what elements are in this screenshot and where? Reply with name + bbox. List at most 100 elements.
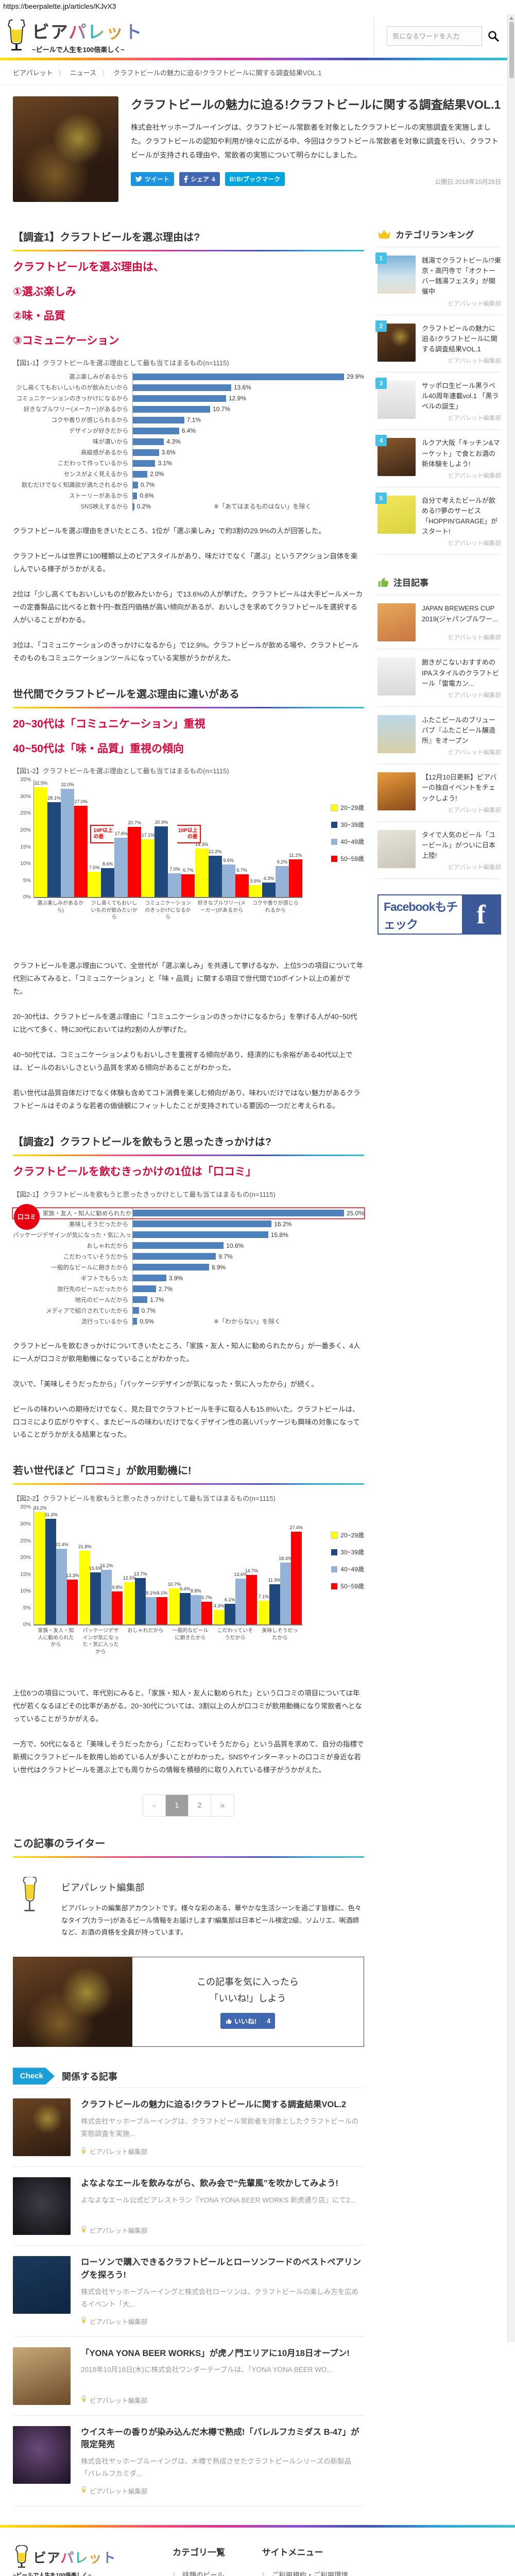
pager-prev[interactable]: « — [143, 1795, 166, 1817]
chart-bar: 16.2% — [100, 1563, 113, 1625]
legend-label: 40~49歳 — [340, 838, 364, 846]
scrollbar-up-arrow[interactable] — [509, 16, 513, 20]
related-article-title[interactable]: クラフトビールの魅力に迫る!クラフトビールに関する調査結果VOL.2 — [81, 2100, 347, 2110]
chart-bar — [133, 1264, 209, 1271]
featured-item[interactable]: ふたこビールのブリューパブ『ふたこビール醸造所』をオープン ビアパレット編集部 — [377, 707, 501, 765]
related-article-item[interactable]: よなよなエールを飲みながら、飲み会で“先輩風”を吹かしてみよう! よなよなエール公… — [13, 2167, 364, 2246]
y-axis-tick: 20% — [20, 827, 31, 834]
chart-fig2-1: 家族・友人・知人に勧められたから 25.0% 口コミ 美味しそうだったから 16.2% パ… — [13, 1204, 364, 1327]
pager-next[interactable]: » — [211, 1795, 234, 1817]
chart-bar-row: コクや香りが感じられるから 7.1% — [13, 415, 364, 426]
chart-bar-value: 33.2% — [33, 1505, 47, 1511]
breadcrumb-item[interactable]: ニュース — [70, 69, 97, 77]
sidebar-item-body: 銭湯でクラフトビール!?東京・高円寺で「オクトーバー銭湯フェスタ」が開催中 ビアパ… — [422, 256, 501, 308]
chart-bar-fill — [221, 865, 235, 897]
chart-plot-area: 0% 5% 10% 15% 20% 25% 30% 35% 33.2% 31.3% 22.4% 13.… — [20, 1504, 303, 1628]
chart-bar-track: 10.7% — [132, 404, 364, 415]
scrollbar-thumb[interactable] — [509, 22, 514, 78]
ranking-item[interactable]: 5 自分で考えたビールが飲める!?夢のサービス「HOPPIN'GARAGE」がスタ… — [375, 487, 501, 555]
chart-bar-value: 13.7% — [133, 1571, 147, 1577]
sidebar-item-thumbnail — [377, 829, 416, 868]
chart-bar: 8.1% — [157, 1590, 168, 1625]
legend-item: 40~49歳 — [331, 1565, 364, 1573]
featured-item[interactable]: タイで人気のビール「ユービール」がついに日本上陸! ビアパレット編集部 — [377, 822, 501, 879]
sidebar-item-title[interactable]: 飽きがこないおすすめのIPAスタイルのクラフトビール「雷電カン... — [422, 658, 499, 687]
pager-page-1[interactable]: 1 — [166, 1795, 188, 1817]
chart-bar-group: 7.1% 11.9% 18.4% 27.4% — [258, 1525, 303, 1625]
chart-bar-fill — [246, 1574, 257, 1625]
related-article-title[interactable]: 「YONA YONA BEER WORKS」が虎ノ門エリアに10月18日オープン… — [81, 2348, 350, 2358]
chart-bar-value: 9.2% — [277, 859, 288, 865]
facebook-like-button[interactable]: いいね! 4 — [220, 2013, 276, 2029]
related-article-thumbnail — [13, 2177, 71, 2235]
rank-badge: 3 — [375, 377, 387, 389]
chart-bar-value: 27.4% — [289, 1525, 303, 1531]
chart-bar-group: 17.1% 20.9% 7.0% 6.7% — [141, 820, 195, 897]
related-article-title[interactable]: よなよなエールを飲みながら、飲み会で“先輩風”を吹かしてみよう! — [81, 2179, 338, 2189]
ranking-item[interactable]: 4 ルクア大阪「キッチン&マーケット」で食とお酒の新体験をしよう! ビアパレット編集… — [375, 430, 501, 487]
sidebar-item-title[interactable]: 銭湯でクラフトビール!?東京・高円寺で「オクトーバー銭湯フェスタ」が開催中 — [422, 257, 501, 296]
facebook-check-box[interactable]: Facebookもチェック f — [377, 894, 501, 935]
featured-item[interactable]: JAPAN BREWERS CUP 2019(ジャパンブルワー... ビアパレット… — [377, 595, 501, 650]
ranking-item[interactable]: 2 クラフトビールの魅力に迫る!クラフトビールに関する調査結果VOL.1 ビアパレッ… — [375, 315, 501, 372]
chart-bar-fill — [56, 1549, 67, 1625]
hatena-icon: B! — [229, 175, 236, 183]
scrollbar[interactable] — [507, 14, 515, 2342]
featured-item[interactable]: 飽きがこないおすすめのIPAスタイルのクラフトビール「雷電カン... ビアパレット… — [377, 649, 501, 707]
y-axis-tick: 30% — [20, 793, 31, 800]
related-article-title[interactable]: ローソンで購入できるクラフトビールとローソンフードのベストペアリングを探ろう! — [81, 2258, 362, 2280]
sidebar-item-title[interactable]: ふたこビールのブリューパブ『ふたこビール醸造所』をオープン — [422, 716, 496, 745]
chart-bar-value: 10.7% — [167, 1582, 181, 1587]
related-article-item[interactable]: 「YONA YONA BEER WORKS」が虎ノ門エリアに10月18日オープン… — [13, 2337, 364, 2416]
featured-item[interactable]: 【12月10日更新】ビアバーの独自イベントをチェックしよう! ビアパレット編集部 — [377, 764, 501, 822]
related-article-author: ビアパレット編集部 — [81, 2141, 364, 2156]
search-input[interactable] — [387, 26, 482, 46]
chart-bar-value: 7.1% — [186, 416, 201, 424]
chart-bar-fill — [101, 868, 115, 897]
share-buttons: ツイート シェア 4 B! B!ブックマーク — [131, 172, 285, 187]
sidebar-item-title[interactable]: タイで人気のビール「ユービール」がついに日本上陸! — [422, 831, 496, 859]
site-logo[interactable]: ビアパレット ~ビールで人生を100倍楽しく~ — [4, 18, 143, 54]
breadcrumb-item[interactable]: ビアパレット — [13, 69, 53, 77]
author-name[interactable]: ビアパレット編集部 — [61, 1883, 145, 1893]
sidebar-item-title[interactable]: クラフトビールの魅力に迫る!クラフトビールに関する調査結果VOL.1 — [422, 324, 497, 353]
related-article-item[interactable]: ローソンで購入できるクラフトビールとローソンフードのベストペアリングを探ろう! 株… — [13, 2246, 364, 2337]
related-article-thumbnail — [13, 2256, 71, 2314]
chart-bar-value: 13.6% — [233, 384, 251, 392]
chart-annotation: 10P以上の差 — [90, 825, 114, 844]
sidebar-item-thumbnail — [377, 772, 416, 811]
chart-bar-label: 味が濃いから — [93, 439, 128, 446]
sidebar-item-title[interactable]: JAPAN BREWERS CUP 2019(ジャパンブルワー... — [422, 604, 498, 623]
tweet-button[interactable]: ツイート — [131, 172, 175, 187]
chart-bar-row: 美味しそうだったから 16.2% — [13, 1218, 364, 1229]
related-article-item[interactable]: ウイスキーの香りが染み込んだ木樽で熟成!「バレルフカミダス B-47」が限定発売… — [13, 2416, 364, 2506]
facebook-share-button[interactable]: シェア 4 — [179, 172, 220, 187]
footer-sitemenu-link[interactable]: 〉ご利用規約・ご利用環境 — [262, 2569, 349, 2576]
related-article-title[interactable]: ウイスキーの香りが染み込んだ木樽で熟成!「バレルフカミダス B-47」が限定発売 — [81, 2427, 359, 2450]
chart-bar: 20.9% — [154, 820, 168, 897]
author-name: ビアパレット編集部 — [90, 2148, 148, 2156]
related-article-item[interactable]: クラフトビールの魅力に迫る!クラフトビールに関する調査結果VOL.2 株式会社ヤッ… — [13, 2088, 364, 2167]
sidebar-item-title[interactable]: 自分で考えたビールが飲める!?夢のサービス「HOPPIN'GARAGE」がスター… — [422, 496, 497, 536]
hatena-bookmark-button[interactable]: B! B!ブックマーク — [225, 172, 285, 187]
sidebar-item-title[interactable]: サッポロ生ビール黒ラベル40周年連載vol.1 「黒ラベルの誕生」 — [422, 381, 499, 411]
ranking-item[interactable]: 1 銭湯でクラフトビール!?東京・高円寺で「オクトーバー銭湯フェスタ」が開催中 ビア… — [375, 247, 501, 315]
footer-logo[interactable]: ビアパレット ~ビールで人生を100倍楽しく~ — [13, 2545, 142, 2576]
chart-bar-track: 15.8% — [132, 1229, 364, 1240]
chart-bar-track: 25.0% — [132, 1208, 364, 1218]
pager-page-2[interactable]: 2 — [188, 1795, 211, 1817]
footer-category-link[interactable]: 〉話題のビール — [173, 2569, 231, 2576]
search-icon[interactable] — [487, 30, 500, 42]
chart-bar: 13.7% — [134, 1571, 147, 1625]
legend-swatch — [331, 804, 338, 811]
facebook-icon — [184, 175, 188, 183]
ranking-item[interactable]: 3 サッポロ生ビール黒ラベル40周年連載vol.1 「黒ラベルの誕生」 ビアパレット… — [375, 372, 501, 430]
sidebar-item-author: ビアパレット編集部 — [448, 692, 501, 699]
sidebar-item-author: ビアパレット編集部 — [448, 540, 501, 547]
chart-bar-value: 20.9% — [154, 819, 168, 825]
chart-bar — [133, 460, 156, 467]
chart-bar-fill — [258, 1600, 269, 1625]
sidebar-item-title[interactable]: 【12月10日更新】ビアバーの独自イベントをチェックしよう! — [422, 773, 497, 802]
sidebar-item-title[interactable]: ルクア大阪「キッチン&マーケット」で食とお酒の新体験をしよう! — [422, 439, 500, 468]
chart-bar — [133, 405, 211, 413]
